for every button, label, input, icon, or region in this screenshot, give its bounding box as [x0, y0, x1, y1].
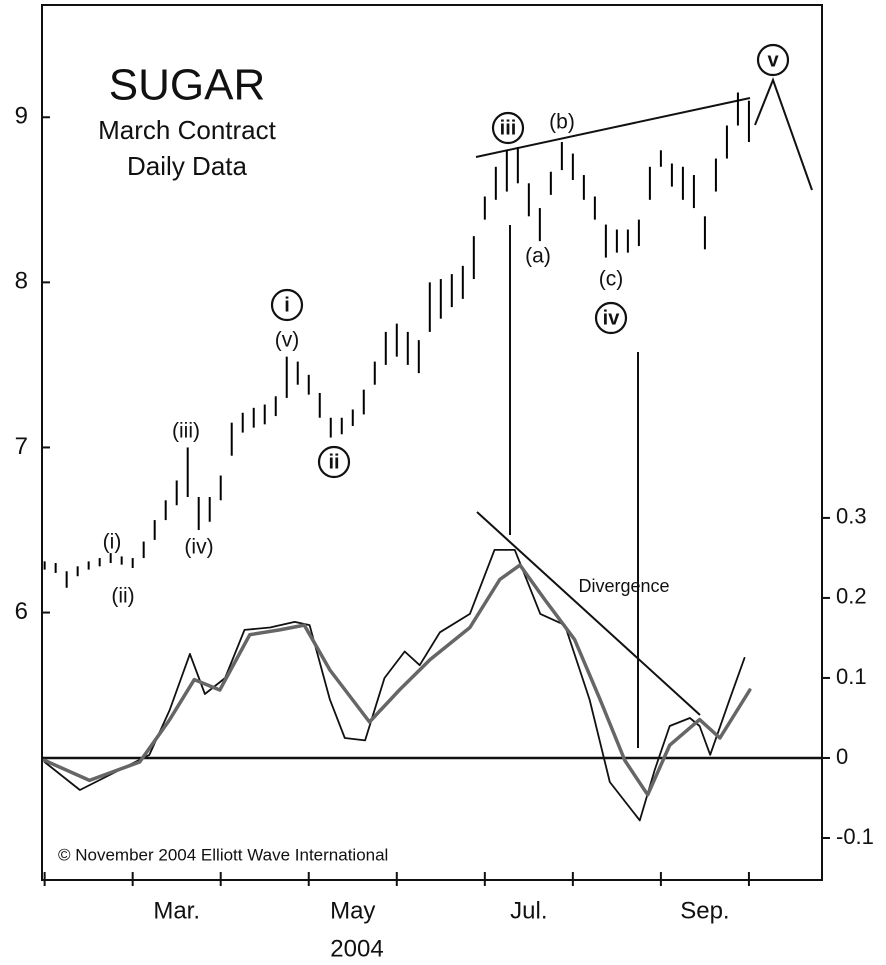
source-note: © November 2004 Elliott Wave Internation…	[58, 845, 388, 864]
wave-label: iv	[603, 307, 621, 329]
y2-tick-label: 0.3	[836, 504, 867, 529]
y2-tick-label: 0	[836, 744, 848, 769]
wave-label: ii	[328, 451, 339, 473]
trend-line	[475, 97, 751, 158]
wave-label: i	[284, 294, 290, 316]
y-tick-label: 7	[15, 433, 28, 460]
y-tick-label: 6	[15, 598, 28, 625]
wave-circle	[270, 288, 304, 322]
y-tick-label: 9	[15, 103, 28, 130]
y2-tick-label: -0.1	[836, 824, 874, 849]
x-tick-label: Sep.	[680, 897, 729, 924]
y-tick-label: 8	[15, 268, 28, 295]
wave-label: (i)	[103, 531, 122, 554]
wave-label: (iii)	[172, 420, 200, 443]
wave-label: (v)	[275, 329, 300, 352]
wave-circle	[756, 43, 790, 77]
wave-circle	[317, 445, 351, 479]
wave-label: v	[767, 49, 779, 71]
chart-subtitle: March Contract	[98, 115, 276, 145]
wave-label: (b)	[549, 111, 575, 134]
chart-title: SUGAR	[109, 61, 265, 110]
divergence-label: Divergence	[578, 576, 669, 596]
oscillator-line	[42, 563, 752, 797]
x-tick-label: Jul.	[510, 897, 547, 924]
x-axis-label: 2004	[330, 935, 383, 962]
wave-circle	[491, 111, 525, 145]
y2-tick-label: 0.1	[836, 664, 867, 689]
x-tick-label: May	[330, 897, 375, 924]
wave-label: (a)	[525, 245, 551, 268]
projection-line	[754, 77, 813, 191]
wave-label: iii	[500, 117, 517, 139]
wave-circle	[594, 301, 628, 335]
x-tick-label: Mar.	[153, 897, 200, 924]
y2-tick-label: 0.2	[836, 584, 867, 609]
wave-label: (iv)	[184, 536, 213, 559]
chart-subtitle: Daily Data	[127, 151, 247, 181]
oscillator-line	[43, 549, 746, 822]
divergence-line	[476, 511, 701, 716]
wave-label: (ii)	[111, 585, 134, 608]
wave-label: (c)	[599, 268, 624, 291]
plot-frame	[41, 4, 823, 881]
